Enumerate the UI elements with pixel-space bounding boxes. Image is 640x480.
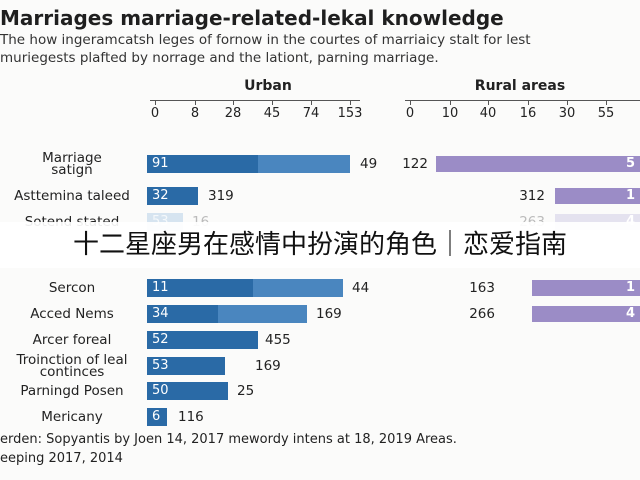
axis-line: [150, 100, 360, 101]
subtitle: The how ingeramcatsh leges of fornow in …: [0, 32, 531, 48]
tick-label: 30: [558, 106, 576, 121]
row-label: Parningd Posen: [20, 383, 124, 399]
bar: [436, 156, 640, 172]
title: Marriages marriage-related-lekal knowled…: [0, 6, 504, 30]
bar-label: 1: [626, 280, 636, 295]
row-label: Acced Nems: [30, 306, 114, 322]
tick-mark: [606, 100, 607, 105]
bar-label: 4: [626, 306, 636, 321]
bar-segment: [147, 382, 228, 400]
panel-title: Urban: [244, 78, 292, 94]
bar-label: 91: [152, 156, 169, 171]
tick-label: 16: [519, 106, 537, 121]
row-label: Mericany: [41, 409, 103, 425]
tick-label: 153: [337, 106, 363, 121]
tick-label: 0: [405, 106, 415, 121]
bar-label: 32: [152, 188, 169, 203]
count: 319: [208, 188, 234, 204]
tick-mark: [272, 100, 273, 105]
tick-label: 40: [479, 106, 497, 121]
row-label: continces: [39, 364, 105, 380]
bar-label: 1: [626, 188, 636, 203]
bar-label: 5: [626, 156, 636, 171]
row-label: Asttemina taleed: [14, 188, 130, 204]
row-label: satign: [51, 162, 93, 178]
tick-mark: [233, 100, 234, 105]
bar-segment: [147, 279, 253, 297]
row-label: Arcer foreal: [32, 332, 112, 348]
tick-mark: [350, 100, 351, 105]
tick-label: 74: [302, 106, 320, 121]
subtitle: muriegests plafted by norrage and the la…: [0, 50, 439, 66]
bar: [532, 280, 640, 296]
bar-segment: [147, 305, 218, 323]
tick-mark: [450, 100, 451, 105]
count: 25: [237, 383, 255, 399]
tick-label: 8: [190, 106, 200, 121]
bar-segment: [147, 357, 225, 375]
tick-label: 10: [441, 106, 459, 121]
tick-mark: [567, 100, 568, 105]
panel-title: Rural areas: [474, 78, 566, 94]
count: 455: [265, 332, 291, 348]
rural-value: 163: [469, 280, 495, 296]
bar-label: 4: [626, 213, 635, 231]
count: 49: [360, 156, 378, 172]
tick-label: 55: [597, 106, 615, 121]
row-label: Troinction of leal: [16, 352, 128, 368]
bar-segment: [147, 331, 258, 349]
tick-mark: [195, 100, 196, 105]
tick-mark: [155, 100, 156, 105]
tick-mark: [311, 100, 312, 105]
tick-label: 0: [150, 106, 160, 121]
bar-label: 34: [152, 306, 169, 321]
rural-value: 266: [469, 306, 495, 322]
bar-label: 6: [152, 409, 161, 424]
count: 169: [316, 306, 342, 322]
bar-label: 11: [152, 280, 169, 295]
rural-value: 122: [402, 156, 428, 172]
bar-label: 53: [152, 358, 169, 373]
row-label: Marriage: [42, 150, 102, 166]
axis-line: [405, 100, 640, 101]
count: 169: [255, 358, 281, 374]
bar-segment: [147, 408, 167, 426]
count: 116: [178, 409, 204, 425]
footer: eeping 2017, 2014: [0, 451, 123, 466]
bar: [555, 188, 640, 204]
tick-mark: [488, 100, 489, 105]
bar-segment: [147, 187, 198, 205]
tick-mark: [410, 100, 411, 105]
footer: erden: Sopyantis by Joen 14, 2017 meword…: [0, 432, 457, 447]
count: 44: [352, 280, 370, 296]
rural-value: 312: [519, 188, 545, 204]
bar-segment: [147, 155, 258, 173]
bar-label: 50: [152, 383, 169, 398]
banner: 十二星座男在感情中扮演的角色｜恋爱指南: [0, 222, 640, 268]
tick-label: 45: [263, 106, 281, 121]
bar: [532, 306, 640, 322]
row-label: Sercon: [48, 280, 96, 296]
tick-label: 28: [224, 106, 242, 121]
bar-label: 52: [152, 332, 169, 347]
tick-mark: [528, 100, 529, 105]
